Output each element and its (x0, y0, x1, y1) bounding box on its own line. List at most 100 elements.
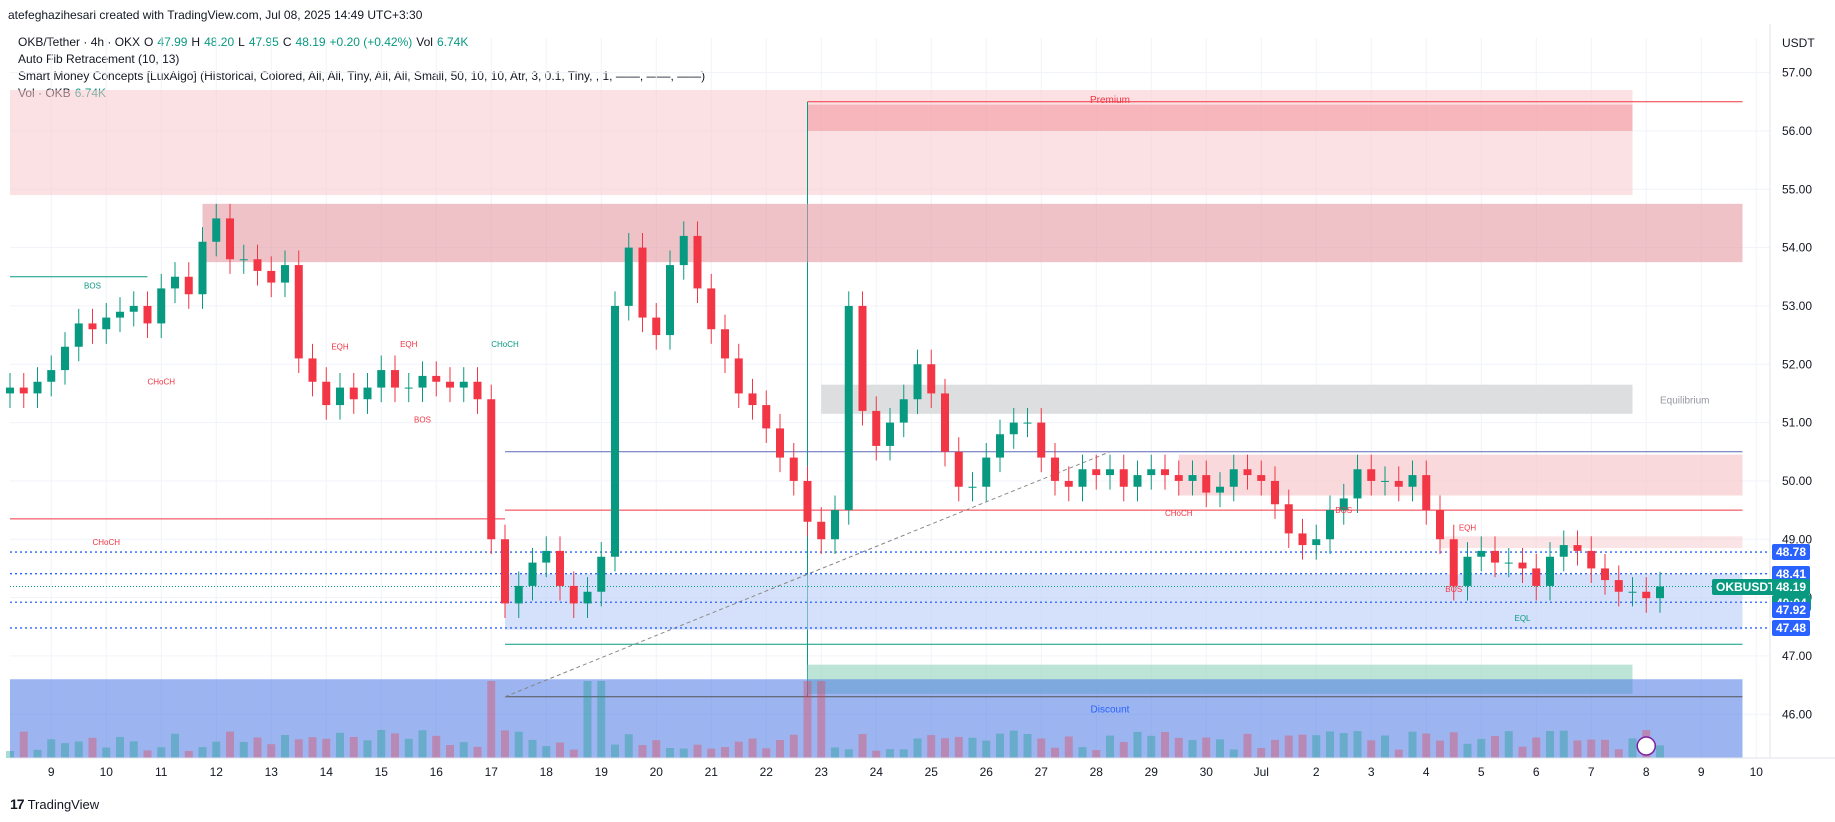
legend-h-label: H (191, 35, 201, 49)
volume-bar (666, 748, 674, 758)
volume-bar (349, 736, 358, 758)
candle-body (1353, 469, 1362, 499)
volume-bar (776, 739, 784, 758)
alert-bolt-icon[interactable] (1636, 736, 1656, 756)
candle-body (19, 387, 28, 394)
volume-bar (1436, 740, 1444, 758)
x-tick-label: 9 (1698, 765, 1705, 779)
x-tick-label: 11 (155, 765, 168, 779)
candle-body (308, 358, 317, 382)
structure-label: EQH (400, 340, 418, 349)
volume-bar (116, 736, 124, 758)
candle-body (569, 585, 578, 604)
volume-bar (47, 739, 56, 758)
y-tick-label: 51.00 (1782, 416, 1812, 430)
volume-bar (996, 733, 1004, 758)
candle-body (1559, 545, 1568, 557)
volume-bar (377, 730, 386, 758)
price-tag[interactable]: 48.78 (1772, 544, 1811, 561)
candle-body (831, 510, 839, 540)
volume-bar (1229, 749, 1238, 758)
candle-body (102, 317, 111, 330)
legend-vol-label: Vol (416, 35, 433, 49)
volume-bar (597, 681, 606, 758)
x-tick-label: 7 (1588, 765, 1595, 779)
volume-bar (652, 740, 661, 758)
candle-body (184, 276, 193, 295)
price-tag[interactable]: OKBUSDT (1712, 578, 1780, 595)
x-tick-label: Jul (1254, 765, 1269, 779)
candle-body (803, 480, 812, 522)
x-tick-label: 5 (1478, 765, 1485, 779)
x-tick-label: 28 (1090, 765, 1104, 779)
volume-bar (1381, 735, 1389, 758)
candle-body (1614, 580, 1623, 592)
volume-bar (1188, 740, 1197, 758)
volume-bar (418, 730, 427, 758)
volume-bar (1518, 746, 1527, 758)
volume-bar (913, 738, 922, 758)
volume-bar (1408, 731, 1417, 758)
volume-bar (514, 731, 523, 758)
volume-bar (679, 748, 688, 758)
volume-bar (707, 748, 716, 758)
structure-label: CHoCH (491, 340, 519, 349)
structure-label: CHoCH (147, 378, 175, 387)
volume-bar (1491, 735, 1499, 758)
legend-open: 47.99 (157, 35, 188, 49)
tradingview-logo[interactable]: 17 TradingView (10, 796, 99, 812)
volume-bar (789, 734, 798, 758)
legend-high: 48.20 (204, 35, 235, 49)
legend-symbol[interactable]: OKB/Tether · 4h · OKX (18, 35, 141, 49)
equilibrium-label: Equilibrium (1660, 395, 1709, 406)
candle-body (1202, 475, 1211, 493)
indicator-fib[interactable]: Auto Fib Retracement (10, 13) (18, 52, 180, 66)
candle-body (253, 259, 262, 271)
volume-bar (294, 739, 303, 758)
volume-bar (446, 745, 454, 758)
volume-bar (459, 742, 468, 758)
candle-body (666, 265, 674, 336)
candle-body (1326, 510, 1334, 540)
price-tag[interactable]: 48.41 (1772, 565, 1811, 582)
candle-body (1092, 469, 1101, 476)
candle-body (1312, 539, 1321, 546)
volume-bar (1559, 730, 1568, 758)
price-tag[interactable]: 47.92 (1772, 602, 1811, 619)
volume-bar (129, 741, 138, 758)
volume-bar (954, 736, 963, 758)
candle-body (129, 305, 138, 312)
candle-body (762, 405, 771, 429)
price-tag[interactable]: 48.19 (1772, 578, 1811, 595)
y-tick-label: 52.00 (1782, 357, 1812, 371)
candle-body (446, 381, 454, 388)
volume-bar (198, 747, 207, 758)
volume-bar (404, 738, 413, 758)
candle-body (143, 305, 152, 324)
volume-bar (308, 737, 317, 758)
structure-label: EQL (1514, 614, 1531, 623)
candle-body (1587, 550, 1596, 569)
x-tick-label: 27 (1035, 765, 1049, 779)
volume-bar (817, 681, 826, 758)
candle-body (1504, 562, 1513, 564)
volume-bar (1051, 747, 1059, 758)
candle-body (363, 387, 372, 400)
structure-label: EQH (1459, 524, 1477, 533)
price-tag[interactable]: 47.48 (1772, 619, 1811, 636)
candle-body (954, 451, 963, 487)
x-tick-label: 6 (1533, 765, 1540, 779)
candle-body (377, 370, 386, 388)
candle-body (61, 346, 69, 371)
candle-body (404, 387, 413, 389)
order-block-zone (1178, 454, 1743, 496)
axis-unit-label[interactable]: USDT (1782, 36, 1815, 50)
x-tick-label: 29 (1145, 765, 1159, 779)
candle-body (583, 591, 592, 604)
candle-body (707, 288, 716, 330)
volume-bar (803, 681, 812, 758)
volume-bar (1449, 732, 1458, 758)
candle-body (226, 218, 234, 260)
legend-symbol-row[interactable]: OKB/Tether · 4h · OKX O 47.99 H 48.20 L 47.… (18, 34, 705, 51)
